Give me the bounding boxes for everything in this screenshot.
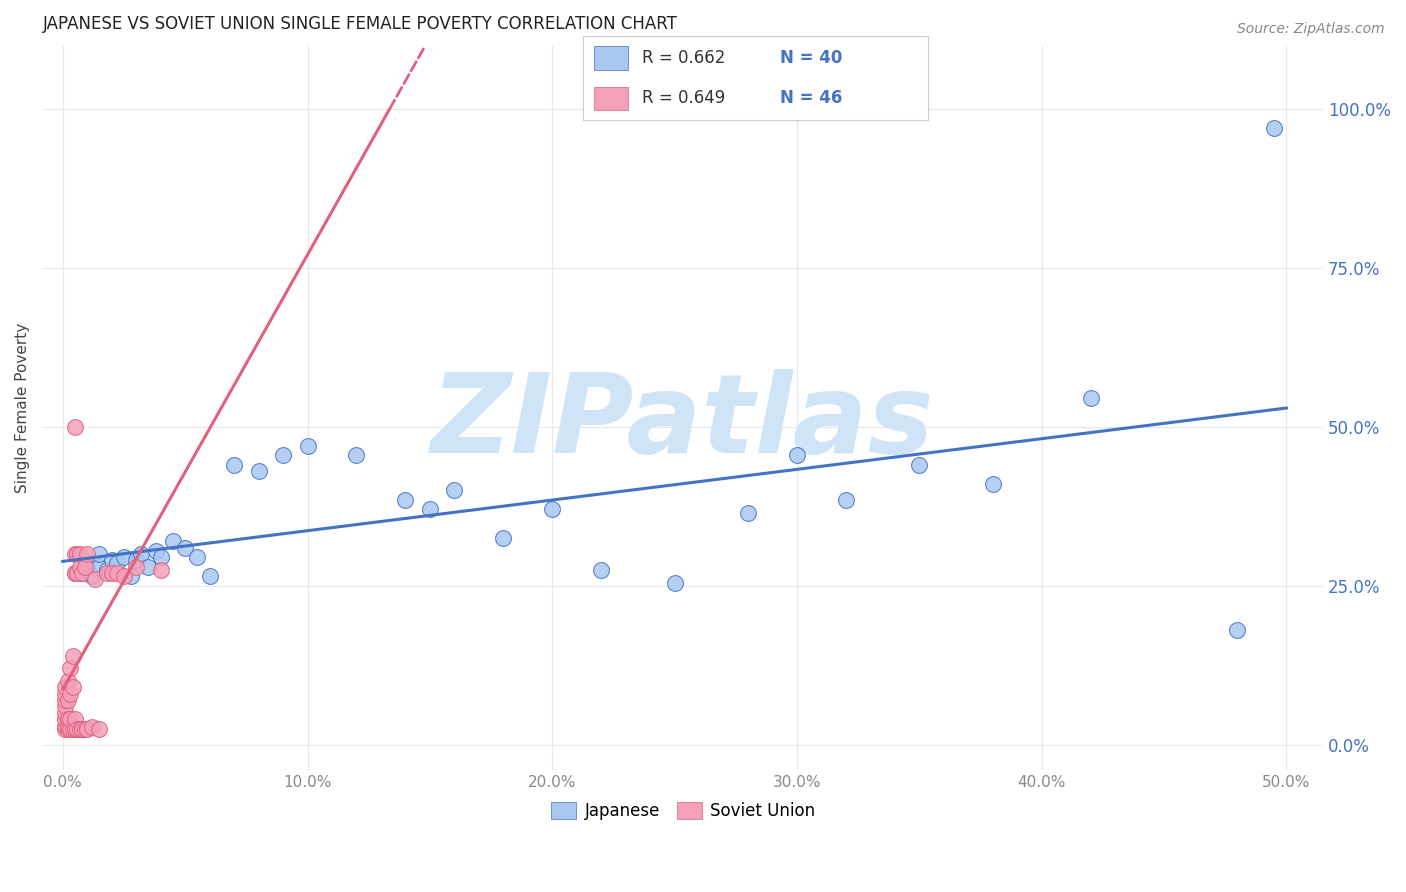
Text: R = 0.662: R = 0.662 xyxy=(643,49,725,67)
Point xyxy=(271,449,294,463)
Point xyxy=(66,547,89,561)
Point xyxy=(82,721,104,735)
Point xyxy=(112,569,135,583)
Point xyxy=(162,534,184,549)
Point xyxy=(56,674,79,689)
Point xyxy=(56,693,79,707)
Point xyxy=(69,559,91,574)
Point xyxy=(53,699,76,714)
Point xyxy=(53,718,76,732)
Point xyxy=(297,439,319,453)
Point xyxy=(63,566,86,580)
Point xyxy=(664,575,686,590)
Point xyxy=(786,449,808,463)
Text: ZIPatlas: ZIPatlas xyxy=(432,368,935,475)
Point xyxy=(59,712,82,726)
Point xyxy=(96,566,118,580)
Point xyxy=(125,559,148,574)
Point xyxy=(1263,121,1285,136)
Point xyxy=(59,687,82,701)
Point xyxy=(149,563,172,577)
Point xyxy=(63,722,86,736)
Point xyxy=(62,722,84,736)
Point xyxy=(186,550,208,565)
Point xyxy=(53,681,76,695)
FancyBboxPatch shape xyxy=(593,87,628,111)
Point xyxy=(62,648,84,663)
Point xyxy=(56,712,79,726)
Point xyxy=(69,722,91,736)
Point xyxy=(100,566,122,580)
Point xyxy=(419,502,441,516)
Point xyxy=(83,573,105,587)
Point xyxy=(53,687,76,701)
Point xyxy=(59,661,82,675)
Point xyxy=(1226,624,1249,638)
Point xyxy=(125,553,148,567)
Point xyxy=(835,492,858,507)
Point xyxy=(73,722,96,736)
Point xyxy=(82,569,104,583)
Point xyxy=(1080,392,1102,406)
Point xyxy=(53,712,76,726)
Point xyxy=(66,722,89,736)
Point xyxy=(120,569,142,583)
Point xyxy=(908,458,931,472)
Point xyxy=(89,547,111,561)
Point xyxy=(73,559,96,574)
Text: N = 46: N = 46 xyxy=(780,89,842,107)
Point xyxy=(737,506,759,520)
Point xyxy=(492,531,515,545)
Text: JAPANESE VS SOVIET UNION SINGLE FEMALE POVERTY CORRELATION CHART: JAPANESE VS SOVIET UNION SINGLE FEMALE P… xyxy=(44,15,678,33)
Text: N = 40: N = 40 xyxy=(780,49,842,67)
Point xyxy=(63,420,86,434)
Point xyxy=(96,563,118,577)
FancyBboxPatch shape xyxy=(593,45,628,70)
Point xyxy=(138,559,160,574)
Point xyxy=(72,722,94,736)
Point xyxy=(394,492,416,507)
Point xyxy=(63,566,86,580)
Point xyxy=(129,547,152,561)
Text: R = 0.649: R = 0.649 xyxy=(643,89,725,107)
Point xyxy=(198,569,221,583)
Point xyxy=(72,566,94,580)
Legend: Japanese, Soviet Union: Japanese, Soviet Union xyxy=(544,796,821,827)
Point xyxy=(112,550,135,565)
Text: Source: ZipAtlas.com: Source: ZipAtlas.com xyxy=(1237,22,1385,37)
Point xyxy=(76,722,98,736)
Point xyxy=(56,722,79,736)
Point xyxy=(100,553,122,567)
Point xyxy=(63,547,86,561)
Point xyxy=(72,566,94,580)
Point xyxy=(346,449,368,463)
Point xyxy=(145,543,167,558)
Y-axis label: Single Female Poverty: Single Female Poverty xyxy=(15,323,30,493)
Point xyxy=(66,566,89,580)
Point xyxy=(105,557,128,571)
Point xyxy=(53,693,76,707)
Point xyxy=(69,547,91,561)
Point xyxy=(174,541,197,555)
Point xyxy=(53,722,76,736)
Point xyxy=(76,547,98,561)
Point xyxy=(443,483,465,498)
Point xyxy=(76,559,98,574)
Point xyxy=(591,563,613,577)
Point xyxy=(222,458,245,472)
Point xyxy=(981,477,1004,491)
Point xyxy=(247,464,270,478)
Point xyxy=(105,566,128,580)
Point xyxy=(59,722,82,736)
Point xyxy=(89,559,111,574)
Point xyxy=(149,550,172,565)
Point xyxy=(89,722,111,736)
Point xyxy=(63,712,86,726)
Point xyxy=(53,706,76,720)
Point xyxy=(541,502,564,516)
Point xyxy=(62,681,84,695)
Point xyxy=(56,718,79,732)
